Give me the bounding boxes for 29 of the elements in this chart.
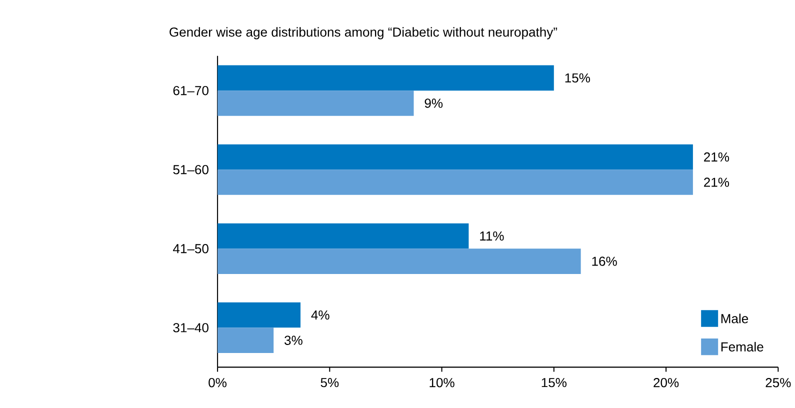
data-label: 15% [565,74,590,83]
data-label: 21% [704,152,730,162]
bar [218,328,274,354]
x-tick-label: 10% [430,378,454,388]
bar [218,144,693,170]
legend-label: Male [721,314,748,324]
bar [218,170,693,196]
y-tick-label: 41–50 [173,244,208,254]
data-label: 21% [704,178,730,188]
data-label: 4% [311,310,330,320]
bar [218,90,414,116]
bar [218,248,581,274]
y-tick-label: 31–40 [173,323,208,333]
data-label: 11% [480,232,504,241]
x-tick-label: 20% [654,378,679,388]
bar [218,66,554,91]
y-tick-label: 51–60 [173,165,208,174]
chart-title: Gender wise age distributions among “Diabetic without neuropathy” [170,27,558,40]
legend-label: Female [721,342,764,352]
bar [218,224,469,249]
x-tick-label: 15% [542,378,566,388]
bar [218,302,301,328]
data-label: 3% [284,336,302,346]
y-tick-label: 61–70 [173,86,208,96]
x-tick-label: 25% [766,378,791,388]
data-label: 9% [424,98,443,108]
data-label: 16% [592,256,617,266]
x-tick-label: 5% [320,378,339,388]
x-tick-label: 0% [208,378,226,388]
